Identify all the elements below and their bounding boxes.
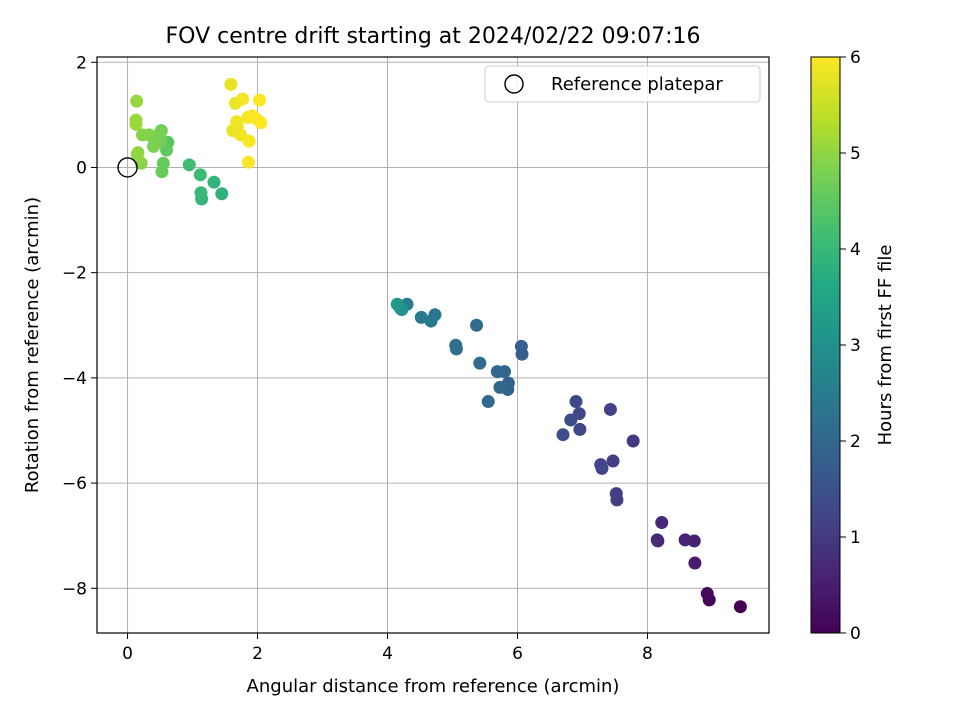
x-tick-label: 2 [252, 644, 263, 664]
data-point [424, 314, 438, 328]
y-tick-label: 2 [76, 53, 87, 73]
data-point [609, 487, 623, 501]
data-point [493, 380, 507, 394]
colorbar: 0 1 2 3 4 5 6 Hours from first FF file [810, 48, 896, 644]
data-point [215, 187, 229, 201]
data-point [182, 158, 196, 172]
colorbar-label: Hours from first FF file [875, 245, 896, 446]
data-point [556, 428, 570, 442]
x-tick-label: 8 [642, 644, 653, 664]
y-axis: 2 0 −2 −4 −6 −8 [62, 53, 97, 599]
colorbar-gradient [810, 56, 841, 634]
y-tick-label: −2 [62, 264, 87, 284]
x-axis-label: Angular distance from reference (arcmin) [247, 676, 620, 697]
legend[interactable]: Reference platepar [484, 65, 761, 103]
y-axis-label: Rotation from reference (arcmin) [22, 197, 43, 493]
data-point [564, 413, 578, 427]
chart-title: FOV centre drift starting at 2024/02/22 … [166, 24, 701, 49]
colorbar-tick-label: 3 [850, 336, 861, 356]
data-points [129, 77, 747, 614]
data-point [626, 434, 640, 448]
colorbar-tick-label: 1 [850, 528, 861, 548]
colorbar-tick-label: 0 [850, 624, 861, 644]
grid [97, 57, 769, 633]
data-point [129, 117, 143, 131]
data-point [135, 128, 149, 142]
data-point [254, 116, 268, 130]
data-point [473, 356, 487, 370]
data-point [155, 165, 169, 179]
x-tick-label: 0 [122, 644, 133, 664]
data-point [130, 147, 144, 161]
data-point [733, 600, 747, 614]
reference-marker-group [117, 157, 138, 178]
x-axis: 0 2 4 6 8 [122, 633, 653, 664]
data-point [252, 93, 266, 107]
data-point [236, 92, 250, 106]
data-point [650, 533, 664, 547]
data-point [573, 422, 587, 436]
data-point [606, 454, 620, 468]
data-point [481, 395, 495, 409]
colorbar-ticks: 0 1 2 3 4 5 6 [840, 48, 861, 644]
data-point [603, 402, 617, 416]
data-point [193, 168, 207, 182]
y-tick-label: −6 [62, 474, 87, 494]
y-tick-label: −8 [62, 579, 87, 599]
data-point [414, 310, 428, 324]
x-tick-label: 4 [382, 644, 393, 664]
data-point [449, 338, 463, 352]
data-point [470, 318, 484, 332]
data-point [224, 77, 238, 91]
y-tick-label: 0 [76, 158, 87, 178]
y-tick-label: −4 [62, 369, 87, 389]
data-point [688, 556, 702, 570]
data-point [242, 134, 256, 148]
colorbar-tick-label: 2 [850, 432, 861, 452]
legend-label: Reference platepar [551, 74, 723, 95]
legend-box [484, 65, 761, 103]
colorbar-tick-label: 4 [850, 240, 861, 260]
data-point [130, 94, 144, 108]
data-point [241, 155, 255, 169]
data-point [655, 516, 669, 530]
legend-marker [504, 74, 524, 94]
data-point [514, 339, 528, 353]
data-point [569, 395, 583, 409]
colorbar-tick-label: 5 [850, 144, 861, 164]
data-point [194, 186, 208, 200]
data-point [700, 587, 714, 601]
data-point [207, 175, 221, 189]
data-point [594, 458, 608, 472]
reference-marker [117, 157, 138, 178]
data-point [147, 139, 161, 153]
data-point [678, 533, 692, 547]
data-point [390, 297, 404, 311]
x-tick-label: 6 [512, 644, 523, 664]
data-point [490, 365, 504, 379]
plot-frame [96, 56, 770, 634]
colorbar-tick-label: 6 [850, 48, 861, 68]
